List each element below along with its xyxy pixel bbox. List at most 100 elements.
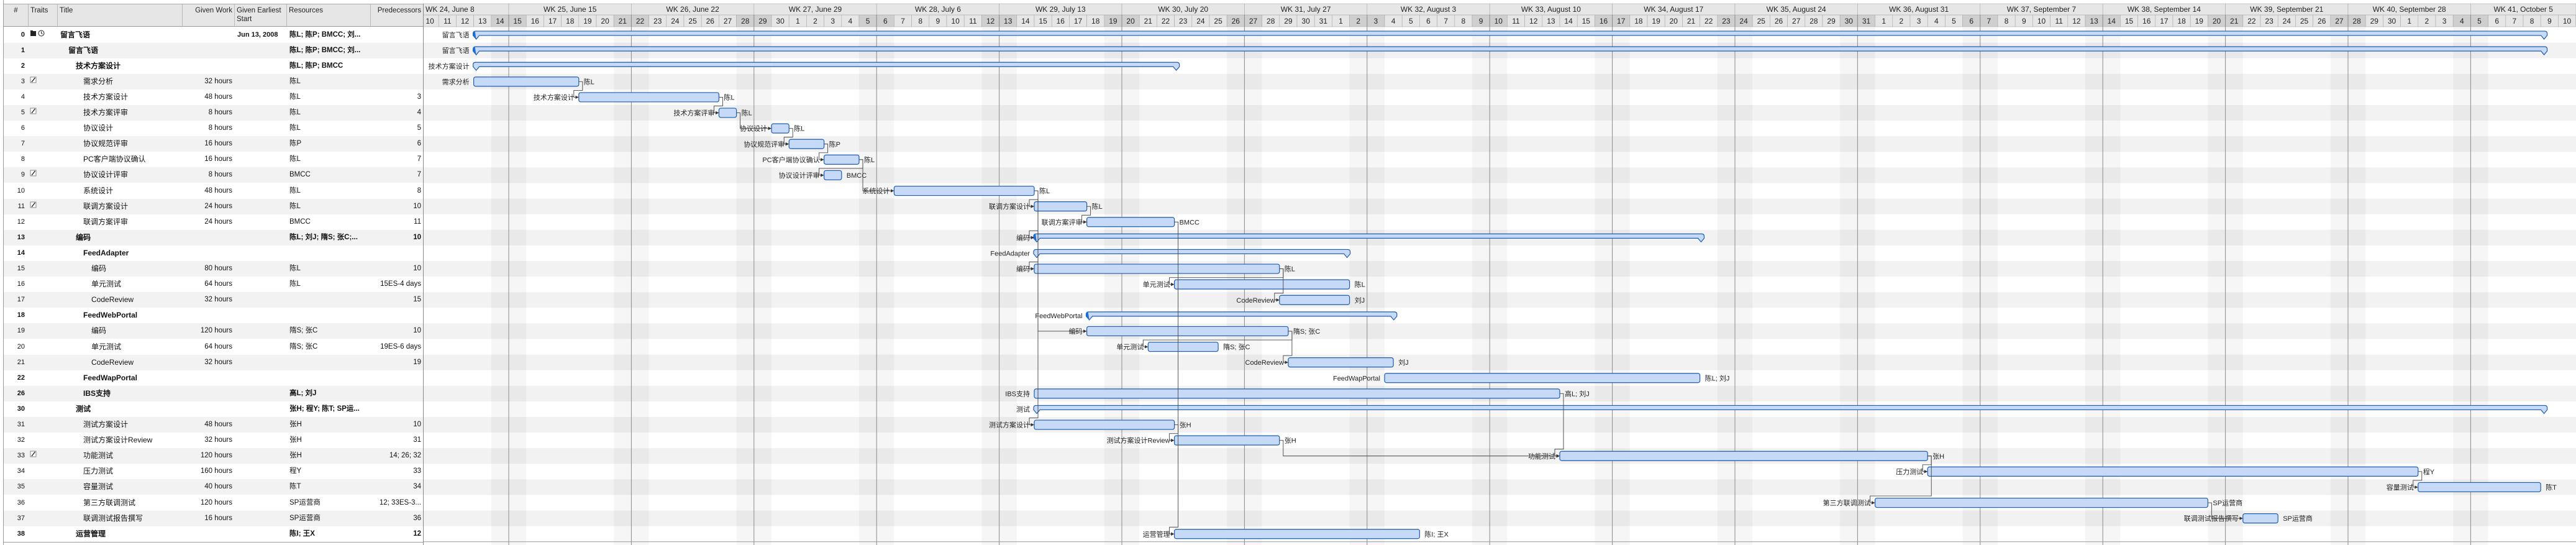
summary-bar-shape[interactable] bbox=[1033, 405, 2548, 414]
predecessors[interactable] bbox=[371, 245, 421, 261]
given-earliest-start[interactable] bbox=[237, 121, 287, 136]
given-earliest-start[interactable] bbox=[237, 261, 287, 277]
given-work[interactable]: 8 hours bbox=[208, 171, 232, 179]
task-bar[interactable]: 协议规范评审 陈P bbox=[744, 139, 840, 149]
task-title[interactable]: 压力测试 bbox=[83, 467, 114, 476]
task-title[interactable]: CodeReview bbox=[91, 295, 134, 305]
predecessors[interactable]: 31 bbox=[413, 436, 421, 444]
table-row[interactable]: 16 单元测试 64 hours 陈L 15ES-4 days bbox=[4, 277, 424, 292]
task-bar[interactable]: PC客户端协议确认 陈L bbox=[762, 154, 875, 165]
predecessors[interactable]: 4 bbox=[417, 109, 421, 116]
predecessors[interactable]: 7 bbox=[417, 171, 421, 179]
predecessors[interactable]: 5 bbox=[417, 124, 421, 132]
col-given-earliest-start-header[interactable]: Given Earliest Start bbox=[235, 4, 287, 27]
task-bar[interactable]: 功能测试 张H bbox=[1528, 451, 1944, 461]
predecessors[interactable]: 15ES-4 days bbox=[380, 280, 421, 288]
resources[interactable]: 陈L bbox=[289, 124, 301, 132]
given-earliest-start[interactable] bbox=[237, 136, 287, 152]
resources[interactable]: 陈L; 陈P; BMCC; 刘... bbox=[289, 30, 361, 39]
predecessors[interactable] bbox=[371, 370, 421, 386]
given-work[interactable]: 80 hours bbox=[204, 265, 232, 272]
note-icon[interactable] bbox=[30, 199, 37, 214]
given-work[interactable]: 8 hours bbox=[208, 109, 232, 116]
given-work[interactable]: 120 hours bbox=[200, 452, 232, 460]
resources[interactable] bbox=[289, 355, 371, 370]
given-work[interactable]: 24 hours bbox=[204, 202, 232, 210]
resources[interactable]: BMCC bbox=[289, 171, 311, 179]
table-row[interactable]: 34 压力测试 160 hours 程Y 33 bbox=[4, 464, 424, 479]
resources[interactable]: 陈L bbox=[289, 186, 301, 195]
task-title[interactable]: 单元测试 bbox=[91, 342, 122, 351]
predecessors[interactable]: 6 bbox=[417, 140, 421, 148]
predecessors[interactable]: 10 bbox=[413, 233, 421, 241]
table-row[interactable]: 12 联调方案评审 24 hours BMCC 11 bbox=[4, 214, 424, 230]
given-work[interactable]: 160 hours bbox=[200, 467, 232, 475]
given-earliest-start[interactable] bbox=[237, 511, 287, 526]
given-earliest-start[interactable] bbox=[237, 245, 287, 261]
table-row[interactable]: 32 测试方案设计Review 32 hours 张H 31 bbox=[4, 433, 424, 448]
table-row[interactable]: 9 协议设计评审 8 hours BMCC 7 bbox=[4, 167, 424, 183]
col-title-header[interactable]: Title bbox=[58, 4, 183, 27]
task-title[interactable]: IBS支持 bbox=[83, 388, 111, 398]
task-bar-shape[interactable] bbox=[1034, 263, 1280, 274]
task-bar-shape[interactable] bbox=[1875, 497, 2209, 508]
table-row[interactable]: 18 FeedWebPortal bbox=[4, 308, 424, 323]
task-title[interactable]: FeedWebPortal bbox=[83, 311, 138, 320]
task-bar-shape[interactable] bbox=[1173, 435, 1280, 446]
task-bar-shape[interactable] bbox=[473, 76, 580, 87]
predecessors[interactable]: 14; 26; 32 bbox=[389, 452, 421, 460]
resources[interactable]: 陈L bbox=[289, 109, 301, 116]
task-bar-shape[interactable] bbox=[1288, 357, 1394, 368]
given-earliest-start[interactable] bbox=[237, 355, 287, 370]
predecessors[interactable]: 34 bbox=[413, 483, 421, 491]
predecessors[interactable]: 12 bbox=[413, 529, 421, 538]
task-bar[interactable]: 测试方案设计 张H bbox=[989, 419, 1191, 430]
resources[interactable]: 隋S; 张C bbox=[289, 327, 318, 335]
task-title[interactable]: 测试 bbox=[76, 404, 91, 413]
table-row[interactable]: 1 留言飞语 陈L; 陈P; BMCC; 刘... bbox=[4, 42, 424, 58]
task-title[interactable]: 系统设计 bbox=[83, 186, 114, 195]
task-title[interactable]: 联调测试报告撰写 bbox=[83, 513, 143, 523]
given-earliest-start[interactable] bbox=[237, 323, 287, 339]
given-work[interactable] bbox=[183, 58, 232, 74]
task-bar[interactable]: 单元测试 隋S; 张C bbox=[1116, 341, 1250, 352]
task-bar-shape[interactable] bbox=[1034, 419, 1175, 430]
given-earliest-start[interactable] bbox=[237, 167, 287, 183]
summary-bar[interactable]: FeedWebPortal bbox=[1035, 311, 1398, 321]
predecessors[interactable] bbox=[371, 74, 421, 89]
given-earliest-start[interactable] bbox=[237, 105, 287, 121]
given-work[interactable] bbox=[183, 386, 232, 401]
task-title[interactable]: 运营管理 bbox=[76, 529, 106, 538]
table-row[interactable]: 15 编码 80 hours 陈L 10 bbox=[4, 261, 424, 277]
given-earliest-start[interactable] bbox=[237, 74, 287, 89]
given-work[interactable]: 16 hours bbox=[204, 514, 232, 522]
table-row[interactable]: 19 编码 120 hours 隋S; 张C 10 bbox=[4, 323, 424, 339]
task-bar[interactable]: 测试方案设计Review 张H bbox=[1107, 435, 1296, 446]
resources[interactable]: 陈L bbox=[289, 77, 301, 85]
task-bar[interactable]: 需求分析 陈L bbox=[442, 76, 594, 87]
resources[interactable]: 陈T bbox=[289, 483, 301, 491]
resources[interactable]: 陈L bbox=[289, 155, 301, 163]
task-bar[interactable]: CodeReview 刘J bbox=[1236, 295, 1365, 305]
table-row[interactable]: 3 需求分析 32 hours 陈L bbox=[4, 73, 424, 89]
task-bar-shape[interactable] bbox=[771, 123, 790, 134]
task-bar-shape[interactable] bbox=[1173, 279, 1350, 290]
table-row[interactable]: 33 功能测试 120 hours 张H 14; 26; 32 bbox=[4, 448, 424, 464]
given-earliest-start[interactable] bbox=[237, 199, 287, 214]
task-title[interactable]: 协议设计评审 bbox=[83, 170, 129, 180]
given-earliest-start[interactable] bbox=[237, 152, 287, 167]
predecessors[interactable]: 11 bbox=[414, 218, 421, 226]
resources[interactable] bbox=[289, 245, 371, 261]
given-work[interactable]: 32 hours bbox=[204, 77, 232, 85]
task-title[interactable]: 技术方案设计 bbox=[76, 61, 121, 70]
given-earliest-start[interactable] bbox=[237, 308, 287, 323]
given-earliest-start[interactable] bbox=[237, 292, 287, 308]
summary-bar[interactable]: 技术方案设计 bbox=[429, 62, 1180, 71]
resources[interactable]: 陈L bbox=[289, 280, 301, 288]
given-work[interactable]: 32 hours bbox=[204, 436, 232, 444]
table-row[interactable]: 30 测试 张H; 程Y; 陈T; SP运... bbox=[4, 401, 424, 417]
predecessors[interactable] bbox=[371, 43, 421, 58]
col-given-work-header[interactable]: Given Work bbox=[183, 4, 235, 27]
table-row[interactable]: 5 技术方案评审 8 hours 陈L 4 bbox=[4, 105, 424, 121]
resources[interactable]: 隋S; 张C bbox=[289, 342, 318, 350]
